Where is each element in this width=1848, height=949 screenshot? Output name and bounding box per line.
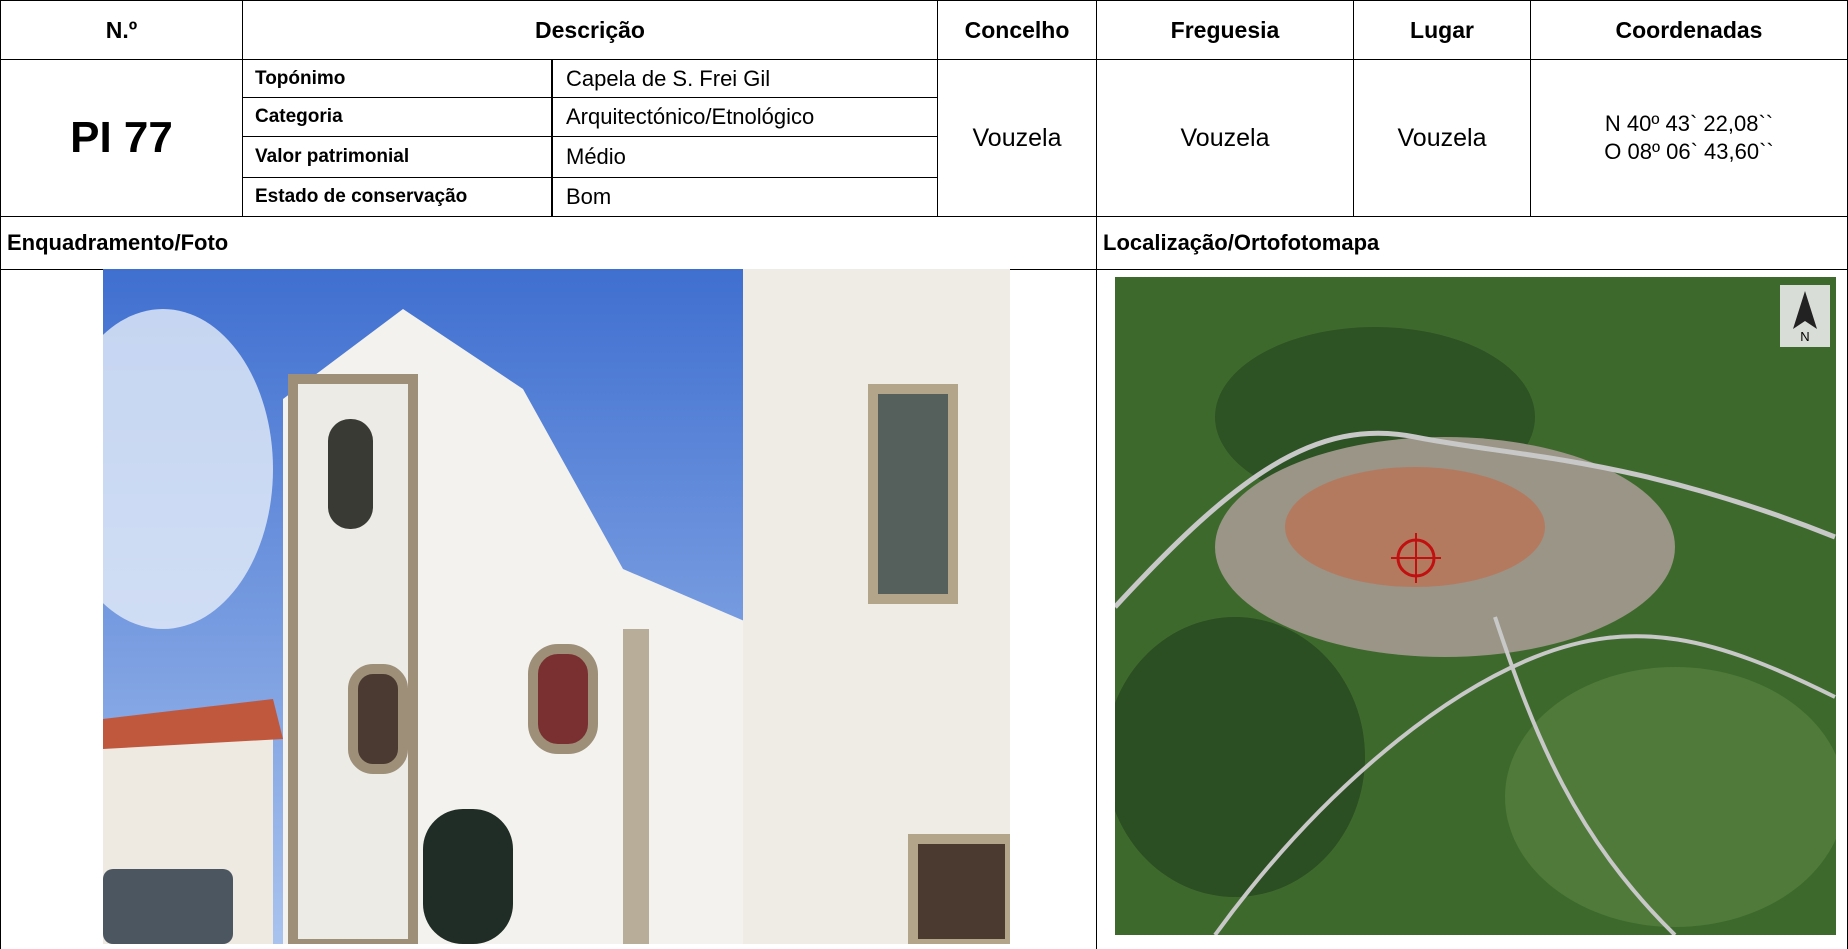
field-label: Topónimo xyxy=(242,59,553,98)
coordinate-line: O 08º 06` 43,60`` xyxy=(1604,139,1774,164)
header-cell: Coordenadas xyxy=(1530,0,1848,60)
north-label: N xyxy=(1800,329,1809,344)
field-value: Médio xyxy=(551,136,938,178)
header-cell: Concelho xyxy=(937,0,1097,60)
field-label: Estado de conservação xyxy=(242,177,553,217)
field-value: Capela de S. Frei Gil xyxy=(551,59,938,98)
municipality: Vouzela xyxy=(937,59,1097,217)
header-cell: Descrição xyxy=(242,0,938,60)
coordinates: N 40º 43` 22,08`` O 08º 06` 43,60`` xyxy=(1530,59,1848,217)
section-title: Enquadramento/Foto xyxy=(0,216,1097,270)
field-value: Bom xyxy=(551,177,938,217)
coordinate-line: N 40º 43` 22,08`` xyxy=(1604,111,1774,136)
field-value: Arquitectónico/Etnológico xyxy=(551,97,938,137)
place: Vouzela xyxy=(1353,59,1531,217)
section-title: Localização/Ortofotomapa xyxy=(1096,216,1848,270)
header-cell: Lugar xyxy=(1353,0,1531,60)
parish: Vouzela xyxy=(1096,59,1354,217)
header-cell: N.º xyxy=(0,0,243,60)
chapel-photo xyxy=(103,269,1010,944)
field-label: Valor patrimonial xyxy=(242,136,553,178)
field-label: Categoria xyxy=(242,97,553,137)
record-id: PI 77 xyxy=(0,59,243,217)
header-cell: Freguesia xyxy=(1096,0,1354,60)
orthophoto-map: N xyxy=(1115,277,1836,935)
